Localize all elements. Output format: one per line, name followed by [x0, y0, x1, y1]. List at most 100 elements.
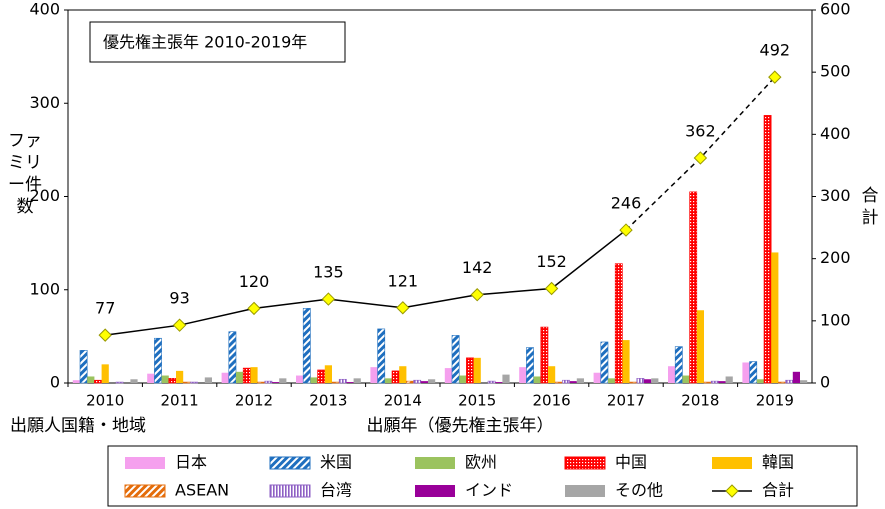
bar — [771, 252, 779, 383]
legend-swatch — [269, 484, 311, 498]
total-marker — [619, 223, 633, 237]
legend-label: 韓国 — [762, 453, 794, 472]
bar — [115, 381, 124, 384]
x-tick-label: 2010 — [86, 392, 124, 410]
bar — [644, 379, 652, 383]
bar — [668, 366, 676, 383]
bar — [674, 346, 683, 384]
bar — [331, 381, 340, 384]
data-label: 93 — [169, 289, 189, 308]
bar — [689, 191, 698, 384]
bar — [236, 371, 244, 383]
bar — [190, 381, 198, 384]
y2-tick-label: 600 — [820, 0, 851, 19]
bar — [526, 347, 534, 384]
bar — [317, 369, 326, 384]
bar — [548, 366, 556, 383]
bar — [562, 379, 570, 384]
data-label: 492 — [760, 41, 791, 60]
bar — [519, 367, 527, 383]
y2-tick-label: 500 — [820, 62, 851, 81]
bar — [242, 367, 251, 384]
y-tick-label: 300 — [29, 93, 60, 112]
bar — [406, 380, 414, 384]
legend-swatch — [125, 457, 165, 469]
bar — [420, 381, 428, 383]
legend-marker — [725, 484, 739, 498]
bar — [370, 367, 378, 383]
bar — [703, 381, 712, 384]
legend-swatch — [124, 484, 166, 498]
bar — [94, 379, 102, 384]
bar — [502, 374, 510, 383]
bar — [725, 376, 733, 383]
x-tick-label: 2011 — [161, 392, 199, 410]
bar — [487, 380, 496, 384]
legend-swatch — [415, 457, 455, 469]
bar — [101, 364, 109, 383]
total-marker — [768, 70, 782, 84]
bar — [384, 378, 392, 383]
bar — [600, 341, 609, 384]
data-label: 120 — [239, 272, 270, 291]
legend-label: 合計 — [762, 481, 794, 500]
bar — [338, 378, 347, 384]
y-tick-label: 200 — [29, 186, 60, 205]
legend-label: 欧州 — [465, 453, 497, 472]
bar — [310, 377, 318, 383]
bar — [554, 381, 563, 384]
bar — [250, 367, 258, 383]
bar — [399, 366, 407, 383]
bar — [792, 371, 800, 383]
data-label: 77 — [95, 299, 115, 318]
bar — [72, 380, 80, 383]
total-marker — [98, 328, 112, 342]
x-tick-label: 2017 — [607, 392, 645, 410]
bar — [540, 326, 549, 384]
x-tick-label: 2018 — [681, 392, 719, 410]
bar — [608, 378, 616, 383]
y-tick-label: 400 — [29, 0, 60, 19]
bar — [168, 378, 177, 384]
bar — [718, 381, 726, 383]
bar — [302, 308, 311, 384]
total-marker — [247, 301, 261, 316]
bar — [377, 328, 386, 384]
data-label: 121 — [388, 271, 419, 290]
total-marker — [693, 151, 708, 165]
legend-label: その他 — [615, 481, 663, 500]
total-marker — [470, 288, 484, 302]
bar — [749, 361, 758, 384]
legend-swatch — [415, 485, 455, 497]
y2-tick-label: 100 — [820, 310, 851, 329]
x-tick-label: 2013 — [309, 392, 347, 410]
bar — [636, 378, 645, 384]
legend-label: 台湾 — [320, 481, 352, 500]
legend-swatch — [565, 485, 605, 497]
y-axis-label: ファミリー件数 — [8, 131, 42, 217]
bar — [176, 370, 184, 383]
bar — [324, 365, 332, 383]
bar — [182, 381, 191, 384]
bar — [614, 263, 623, 384]
bar — [279, 378, 287, 383]
y2-tick-label: 0 — [820, 373, 830, 392]
bar — [228, 331, 237, 384]
legend-title: 出願人国籍・地域 — [10, 416, 146, 436]
bar — [710, 380, 719, 384]
data-label: 152 — [536, 252, 567, 271]
bar — [785, 379, 794, 384]
x-tick-label: 2016 — [533, 392, 571, 410]
bar — [742, 362, 750, 383]
bar — [682, 375, 690, 383]
legend-label: ASEAN — [175, 481, 229, 500]
bar — [147, 373, 155, 383]
legend-swatch — [269, 456, 311, 470]
data-label: 362 — [685, 121, 716, 140]
bar — [296, 375, 304, 383]
bar — [778, 381, 786, 384]
bar — [473, 357, 481, 383]
total-marker — [172, 318, 187, 332]
